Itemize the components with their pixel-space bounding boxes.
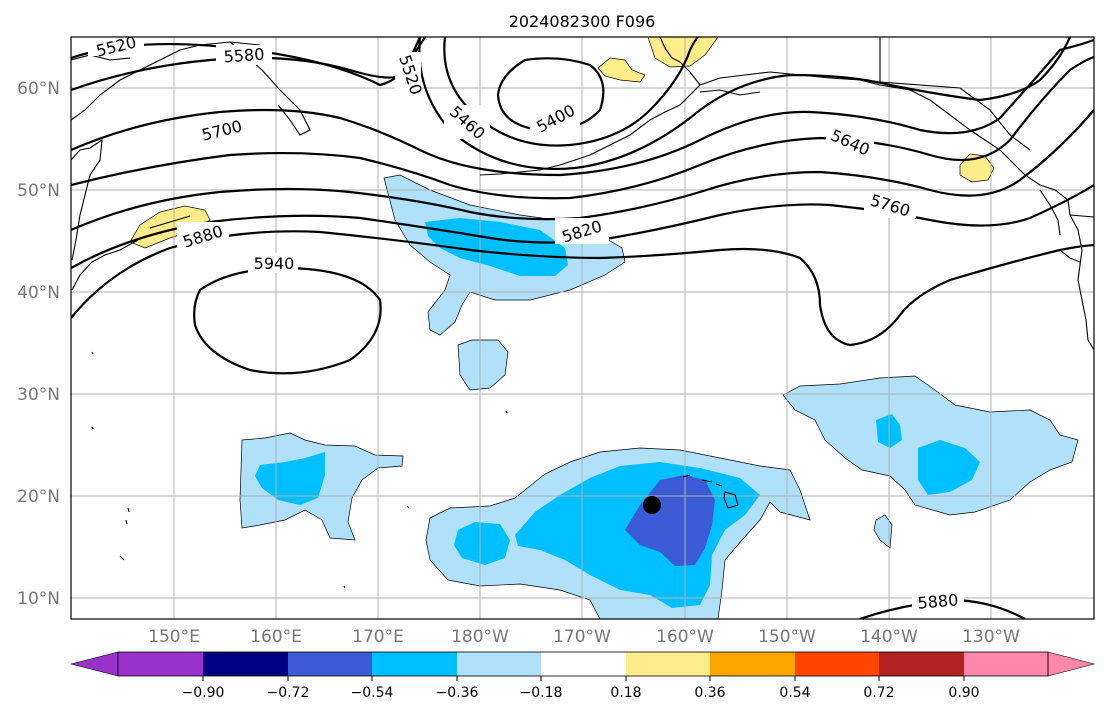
colorbar-segment (964, 652, 1048, 676)
map-frame (70, 36, 1095, 620)
lat-label: 40°N (17, 283, 60, 303)
colorbar-segment (710, 652, 795, 676)
colorbar-ticks (202, 676, 965, 681)
lat-label: 60°N (17, 79, 60, 99)
contour-label: 5580 (223, 45, 265, 67)
lon-label: 170°W (553, 627, 611, 647)
light-blue-blob-east-small (873, 514, 893, 549)
colorbar-tick-label: −0.36 (436, 685, 479, 701)
colorbar-segment (795, 652, 879, 676)
colorbar-tick-label: −0.54 (351, 685, 394, 701)
lat-label: 50°N (17, 181, 60, 201)
colorbar-tick-label: 0.90 (948, 685, 979, 701)
contour-5460 (443, 37, 699, 147)
contour-5880 (71, 230, 1094, 347)
colorbar-max-extend (1047, 651, 1096, 677)
contour-5700 (71, 38, 1094, 177)
colorbar-tick-label: 0.36 (694, 685, 725, 701)
coastline-alaska (589, 37, 1071, 216)
colorbar-segment (288, 652, 372, 676)
shaded-field-layer (129, 37, 1079, 619)
lat-label: 20°N (17, 487, 60, 507)
yellow-patch-alaska-top (647, 37, 719, 68)
latitude-labels: 60°N 50°N 40°N 30°N 20°N 10°N (17, 79, 60, 609)
colorbar-tick-label: 0.54 (779, 685, 810, 701)
colorbar-segment (372, 652, 457, 676)
colorbar-tick-label: −0.72 (267, 685, 310, 701)
lat-label: 10°N (17, 589, 60, 609)
yellow-patch-bering (597, 57, 646, 83)
lon-label: 130°W (962, 627, 1020, 647)
blue-region-west-small (454, 522, 510, 565)
contour-5640 (71, 55, 1094, 200)
colorbar: −0.90 −0.72 −0.54 −0.36 −0.18 0.18 0.36 … (70, 651, 1096, 701)
contour-5520-east (418, 37, 1072, 170)
longitude-labels: 150°E 160°E 170°E 180°W 170°W 160°W 150°… (148, 627, 1020, 647)
colorbar-tick-label: −0.18 (520, 685, 563, 701)
storm-center-marker (643, 496, 661, 514)
colorbar-tick-label: −0.90 (182, 685, 225, 701)
contour-label: 5940 (254, 254, 295, 273)
lon-label: 180°W (451, 627, 509, 647)
colorbar-segment (203, 652, 288, 676)
coastline-hawaii (682, 474, 739, 509)
map-title: 2024082300 F096 (509, 12, 656, 31)
coastline-japan (71, 215, 191, 291)
colorbar-segment (457, 652, 541, 676)
lon-label: 160°E (250, 627, 302, 647)
colorbar-segment (541, 652, 626, 676)
blue-region-east-1 (918, 440, 980, 495)
coastline-bc (1039, 189, 1081, 263)
contour-label: 5880 (917, 590, 959, 612)
light-blue-blob-mid (457, 339, 509, 391)
coastline-north-america (1069, 214, 1094, 351)
lat-label: 30°N (17, 385, 60, 405)
colorbar-segment (626, 652, 710, 676)
contour-5760 (71, 109, 1094, 232)
colorbar-segment (879, 652, 964, 676)
lon-label: 170°E (352, 627, 404, 647)
blue-region-west (255, 452, 325, 505)
colorbar-segment (118, 652, 203, 676)
lon-label: 150°W (758, 627, 816, 647)
contour-5820 (71, 184, 1094, 269)
colorbar-tick-label: 0.72 (863, 685, 894, 701)
lon-label: 140°W (860, 627, 918, 647)
contour-labels: 5520 5580 5520 5460 5400 5700 5640 5760 … (88, 32, 964, 613)
lon-label: 160°W (656, 627, 714, 647)
colorbar-outline (117, 651, 1049, 677)
colorbar-tick-label: 0.18 (610, 685, 641, 701)
lon-label: 150°E (148, 627, 200, 647)
islands-small (91, 351, 508, 589)
colorbar-min-extend (70, 651, 119, 677)
